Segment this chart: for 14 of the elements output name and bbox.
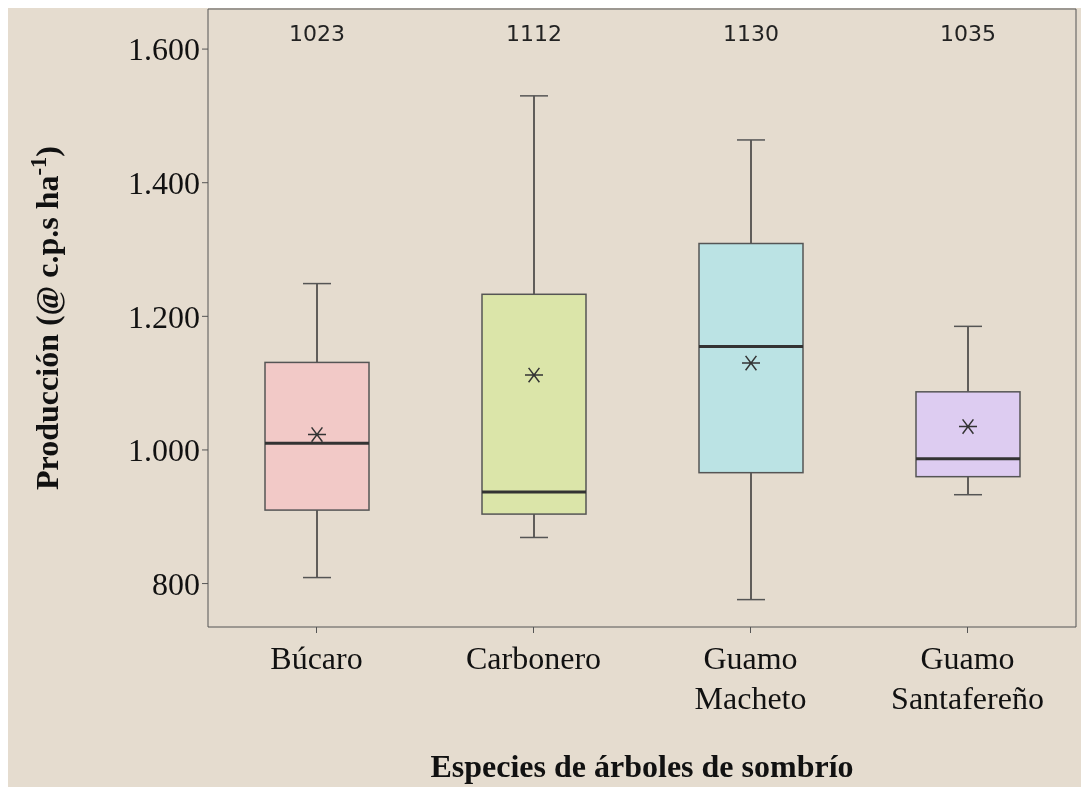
y-tick-label: 1.400 [128,165,200,202]
x-tick-label: Guamo Macheto [694,640,807,716]
x-axis-title: Especies de árboles de sombrío [430,748,854,784]
annotation: 1035 [940,21,996,46]
y-tick-label: 1.600 [128,31,200,68]
y-tick-label: 800 [152,565,200,602]
y-tick-label: 1.000 [128,432,200,469]
y-tick-label: 1.200 [128,298,200,335]
annotation: 1023 [289,21,345,46]
x-tick-label: Búcaro [270,640,363,676]
annotation: 1130 [723,21,779,46]
x-tick-label: Guamo Santafereño [891,640,1044,716]
annotation: 1112 [506,21,562,46]
x-tick-label: Carbonero [465,640,602,676]
